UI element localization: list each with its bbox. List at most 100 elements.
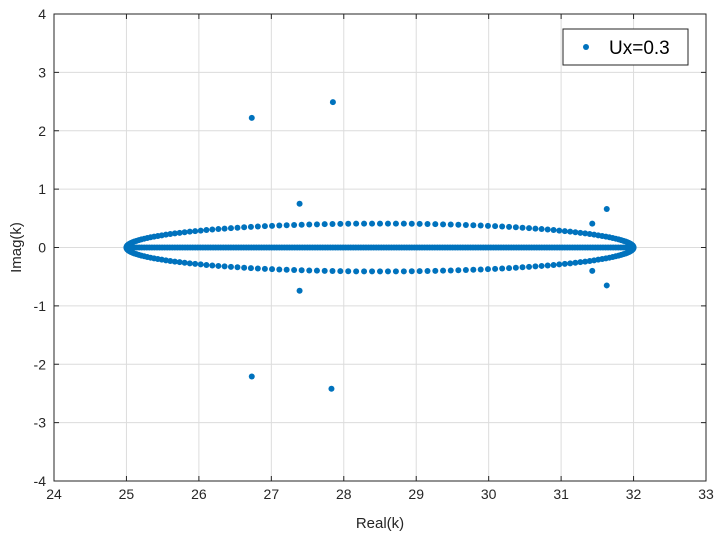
data-point [369,220,376,227]
data-point [176,259,183,266]
data-point [400,220,407,227]
data-point [526,263,533,270]
data-point [561,228,568,235]
x-tick-label: 30 [481,486,497,502]
data-point [181,259,188,266]
data-point [544,262,551,269]
data-point [261,265,268,272]
data-point [298,221,305,228]
data-point [345,268,352,275]
data-point [283,222,290,229]
data-point [484,266,491,273]
data-point [506,223,513,230]
y-tick-label: -4 [34,473,47,489]
data-point [567,228,574,235]
y-tick-label: -2 [34,356,47,372]
data-point [512,264,519,271]
data-point [416,220,423,227]
legend-entry-label: Ux=0.3 [609,38,670,59]
data-point [538,262,545,269]
data-point [186,228,193,235]
data-point [227,225,234,232]
data-point [519,264,526,271]
data-point [424,268,431,275]
data-point [306,267,313,274]
data-point [526,225,533,232]
data-point [544,226,551,233]
data-point [512,224,519,231]
x-tick-labels: 24 25 26 27 28 29 30 31 32 33 [46,486,714,502]
y-tick-label: 2 [38,123,46,139]
data-point [470,222,477,229]
x-tick-label: 26 [191,486,207,502]
data-point [313,221,320,228]
data-point [455,267,462,274]
data-point [499,223,506,230]
data-point [329,268,336,275]
data-point [577,229,584,236]
data-point [440,267,447,274]
data-point [329,220,336,227]
data-point [328,385,335,392]
data-point [298,267,305,274]
data-point [248,373,255,380]
data-point [221,225,228,232]
data-point [337,220,344,227]
data-point [254,223,261,230]
x-tick-label: 25 [119,486,135,502]
x-axis-label: Real(k) [356,515,404,532]
data-point [313,267,320,274]
data-point [234,264,241,271]
data-point [506,265,513,272]
data-point [424,220,431,227]
data-point [377,268,383,275]
data-point [630,244,637,251]
data-point [392,268,399,275]
data-point [561,260,568,267]
y-tick-label: 3 [38,64,46,80]
data-point [589,267,596,274]
data-point [492,265,499,272]
x-tick-label: 33 [698,486,714,502]
data-point [603,205,610,212]
data-point [276,222,283,229]
data-point [353,268,360,275]
data-point [492,223,499,230]
data-point [167,257,174,264]
data-point [519,224,526,231]
data-point [447,221,454,228]
data-point [203,261,210,268]
data-point [369,268,376,275]
data-point [291,221,298,228]
data-point [432,267,439,274]
data-point [589,220,596,227]
data-point [291,267,298,274]
data-point [276,266,283,273]
data-point [247,223,254,230]
x-tick-label: 27 [264,486,280,502]
data-point [408,268,415,275]
data-point [384,268,391,275]
data-point [440,221,447,228]
y-tick-label: -3 [34,415,47,431]
data-point [221,263,228,270]
x-tick-label: 32 [626,486,642,502]
data-point [296,200,303,207]
data-point [408,220,415,227]
data-point [582,258,589,265]
data-point [197,261,204,268]
data-point [227,263,234,270]
data-point [181,229,188,236]
data-point [550,227,557,234]
x-tick-label: 24 [46,486,62,502]
data-point [269,222,276,229]
x-tick-label: 29 [408,486,424,502]
data-point [247,265,254,272]
data-point [462,267,469,274]
data-point [556,227,563,234]
data-point [400,268,407,275]
data-point [248,114,255,121]
data-point [455,221,462,228]
y-tick-label: 1 [38,181,46,197]
